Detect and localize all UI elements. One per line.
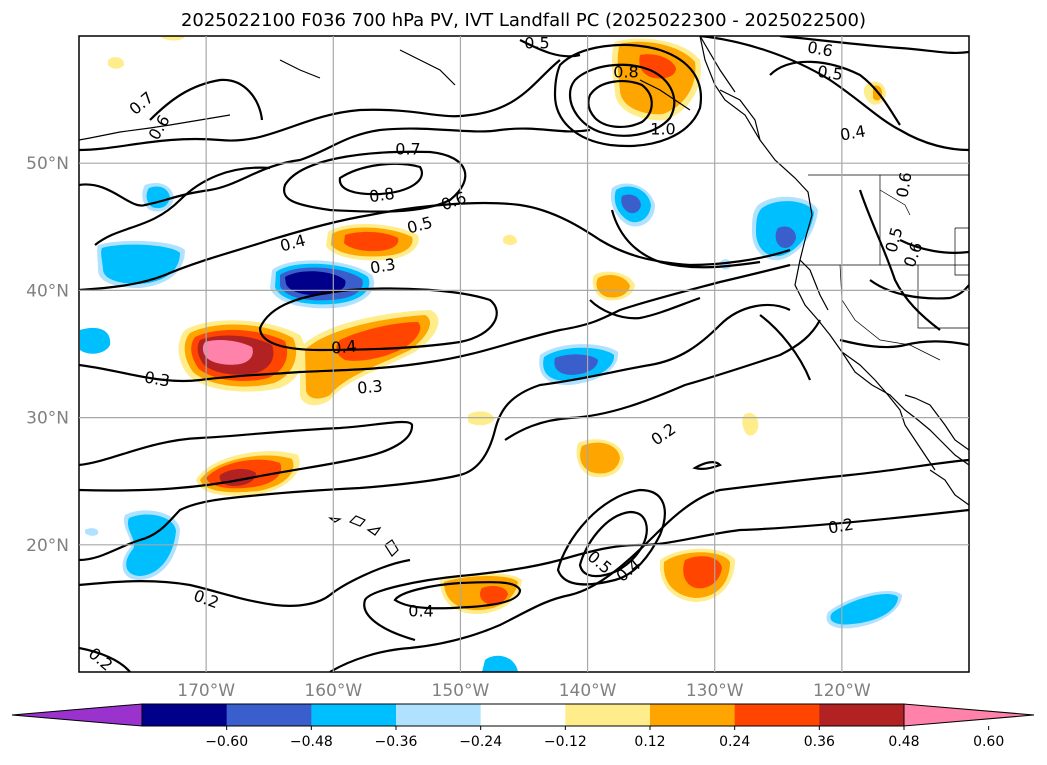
fill-blob bbox=[639, 54, 676, 79]
colorbar-tick-label: −0.48 bbox=[290, 734, 333, 750]
lon-tick-label: 160°W bbox=[304, 681, 362, 701]
colorbar-tick-label: −0.24 bbox=[459, 734, 502, 750]
fill-blob bbox=[344, 231, 399, 252]
contour-label: 0.4 bbox=[408, 602, 433, 621]
fill-blob bbox=[742, 412, 759, 436]
colorbar-swatch bbox=[480, 704, 566, 726]
colorbar-tick-label: 0.36 bbox=[804, 734, 835, 750]
lon-tick-label: 150°W bbox=[432, 681, 490, 701]
colorbar-tick-label: 0.60 bbox=[973, 734, 1004, 750]
colorbar: −0.60 −0.48 −0.36 −0.24 −0.12 0.12 0.24 0.36 0.4… bbox=[11, 703, 1035, 750]
contour-label: 0.6 bbox=[806, 37, 834, 60]
colorbar-extend-high bbox=[903, 703, 1035, 727]
contour-label: 0.2 bbox=[827, 514, 855, 537]
lat-tick-label: 20°N bbox=[26, 536, 69, 556]
lon-tick-label: 170°W bbox=[177, 681, 235, 701]
colorbar-tick-label: −0.36 bbox=[375, 734, 418, 750]
colorbar-tick-label: 0.24 bbox=[719, 734, 750, 750]
contour-label: 0.3 bbox=[369, 254, 397, 277]
contour-label: 0.6 bbox=[892, 171, 915, 199]
pv-anomaly-fills bbox=[80, 36, 902, 672]
fill-blob bbox=[683, 556, 722, 589]
colorbar-swatch bbox=[565, 704, 651, 726]
lon-tick-label: 120°W bbox=[813, 681, 871, 701]
colorbar-swatch bbox=[226, 704, 312, 726]
fill-blob bbox=[336, 322, 421, 361]
contour-label: 0.4 bbox=[839, 121, 867, 144]
fill-blob bbox=[80, 327, 111, 354]
fill-blob bbox=[202, 339, 253, 365]
fill-blob bbox=[596, 274, 630, 298]
pv-contours bbox=[79, 36, 969, 672]
coastlines bbox=[79, 36, 969, 557]
graticule: 50°N 40°N 30°N 20°N 170°W 160°W 150°W 140°W 130°… bbox=[26, 36, 969, 701]
colorbar-border bbox=[141, 703, 905, 727]
colorbar-swatch bbox=[650, 704, 736, 726]
contour-label: 0.8 bbox=[368, 184, 396, 206]
fill-blob bbox=[482, 655, 518, 672]
fill-blob bbox=[621, 194, 641, 214]
lat-tick-label: 50°N bbox=[26, 154, 69, 174]
fill-blob bbox=[285, 271, 346, 296]
contour-label: 0.4 bbox=[330, 336, 357, 357]
fill-blob bbox=[503, 234, 517, 245]
contour-label: 0.3 bbox=[143, 367, 171, 390]
colorbar-tick-label: −0.60 bbox=[205, 734, 248, 750]
colorbar-swatch bbox=[396, 704, 482, 726]
fill-blob bbox=[830, 594, 898, 625]
fill-blob bbox=[101, 244, 180, 284]
contour-label: 0.7 bbox=[395, 140, 420, 159]
colorbar-swatch bbox=[142, 704, 228, 726]
fill-blob bbox=[468, 411, 495, 426]
fill-blob bbox=[108, 57, 125, 69]
map-area bbox=[79, 36, 969, 672]
contour-label: 0.5 bbox=[524, 34, 549, 53]
fill-blob bbox=[775, 226, 796, 248]
contour-label: 0.3 bbox=[356, 376, 383, 397]
map-title: 2025022100 F036 700 hPa PV, IVT Landfall… bbox=[180, 10, 867, 31]
fill-blob bbox=[85, 528, 99, 536]
lon-tick-label: 140°W bbox=[559, 681, 617, 701]
colorbar-tick-label: −0.12 bbox=[544, 734, 587, 750]
colorbar-extend-low bbox=[11, 703, 143, 727]
colorbar-swatch bbox=[819, 704, 905, 726]
contour-label: 1.0 bbox=[650, 120, 675, 139]
lat-tick-label: 30°N bbox=[26, 409, 69, 429]
lon-tick-label: 130°W bbox=[686, 681, 744, 701]
contour-label: 0.8 bbox=[613, 63, 638, 82]
fill-blob bbox=[160, 36, 185, 41]
map-frame bbox=[78, 35, 970, 673]
colorbar-tick-label: 0.12 bbox=[634, 734, 665, 750]
colorbar-swatch bbox=[734, 704, 820, 726]
lat-tick-label: 40°N bbox=[26, 281, 69, 301]
fill-blob bbox=[580, 442, 620, 474]
colorbar-tick-label: 0.48 bbox=[888, 734, 919, 750]
colorbar-swatch bbox=[311, 704, 397, 726]
contour-label: 0.5 bbox=[816, 62, 844, 84]
fill-blob bbox=[480, 586, 508, 605]
